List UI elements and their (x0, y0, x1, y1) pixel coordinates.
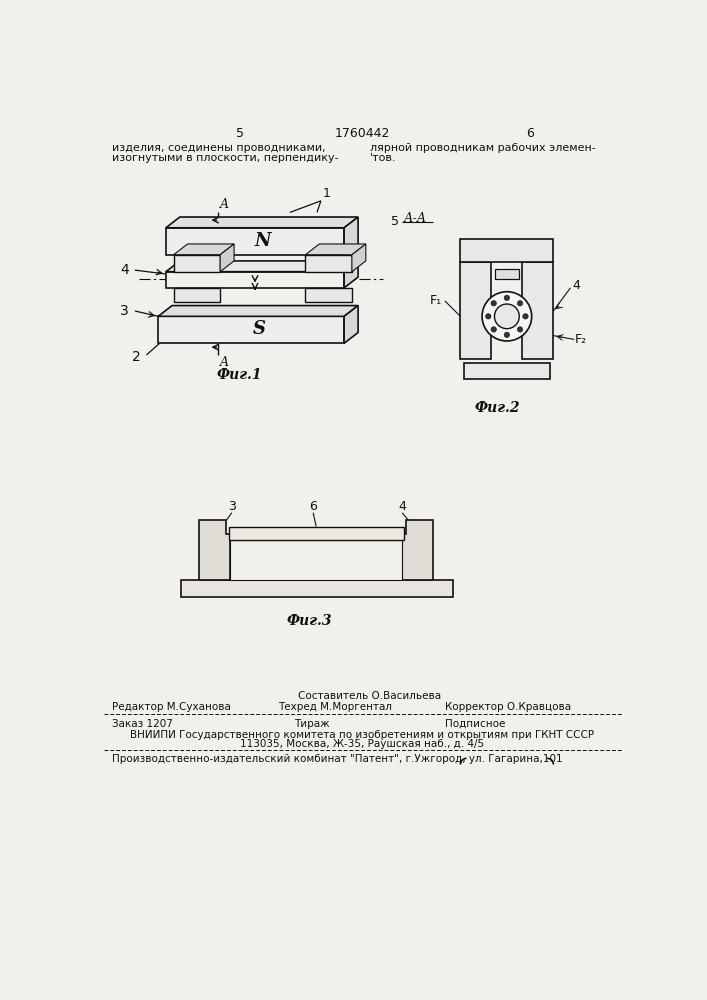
Polygon shape (158, 306, 358, 316)
Text: A: A (220, 356, 229, 369)
Circle shape (504, 295, 510, 301)
Text: 4: 4 (398, 500, 407, 513)
Polygon shape (228, 527, 404, 540)
Text: Фиг.3: Фиг.3 (286, 614, 332, 628)
Polygon shape (495, 269, 518, 279)
Polygon shape (402, 520, 433, 580)
Circle shape (504, 332, 510, 338)
Text: 'тов.: 'тов. (370, 153, 396, 163)
Circle shape (522, 314, 528, 319)
Text: Редактор М.Суханова: Редактор М.Суханова (112, 702, 230, 712)
Circle shape (518, 301, 522, 306)
Text: А-А: А-А (404, 212, 427, 225)
Polygon shape (174, 288, 220, 302)
Circle shape (518, 327, 522, 332)
Polygon shape (460, 262, 491, 359)
Polygon shape (344, 217, 358, 255)
Circle shape (491, 301, 496, 306)
Text: 4: 4 (120, 263, 129, 277)
Polygon shape (166, 217, 358, 228)
Polygon shape (352, 244, 366, 272)
Text: Корректор О.Кравцова: Корректор О.Кравцова (445, 702, 571, 712)
Circle shape (491, 327, 496, 332)
Polygon shape (522, 262, 554, 359)
Polygon shape (464, 363, 549, 379)
Polygon shape (305, 255, 352, 272)
Text: 2: 2 (132, 350, 141, 364)
Text: изогнутыми в плоскости, перпендику-: изогнутыми в плоскости, перпендику- (112, 153, 338, 163)
Text: F₁: F₁ (430, 294, 442, 307)
Polygon shape (344, 261, 358, 288)
Text: 3: 3 (120, 304, 129, 318)
Polygon shape (174, 255, 220, 272)
Text: ВНИИПИ Государственного комитета по изобретениям и открытиям при ГКНТ СССР: ВНИИПИ Государственного комитета по изоб… (130, 730, 594, 740)
Polygon shape (199, 520, 230, 580)
Text: Заказ 1207: Заказ 1207 (112, 719, 173, 729)
Text: 1760442: 1760442 (334, 127, 390, 140)
Polygon shape (305, 288, 352, 302)
Text: S: S (502, 364, 512, 378)
Text: 5: 5 (235, 127, 243, 140)
Text: N: N (255, 232, 271, 250)
Text: 6: 6 (309, 500, 317, 513)
Text: 6: 6 (526, 127, 534, 140)
Text: 113035, Москва, Ж-35, Раушская наб., д. 4/5: 113035, Москва, Ж-35, Раушская наб., д. … (240, 739, 484, 749)
Polygon shape (460, 239, 554, 262)
Polygon shape (305, 244, 366, 255)
Circle shape (494, 304, 519, 329)
Text: N: N (500, 244, 514, 258)
Text: лярной проводникам рабочих элемен-: лярной проводникам рабочих элемен- (370, 143, 595, 153)
Text: Техред М.Моргентал: Техред М.Моргентал (279, 702, 392, 712)
Text: 5: 5 (391, 215, 399, 228)
Text: 4: 4 (573, 279, 580, 292)
Text: F₂: F₂ (574, 333, 587, 346)
Circle shape (482, 292, 532, 341)
Text: 1: 1 (322, 187, 330, 200)
Polygon shape (220, 244, 234, 272)
Text: S: S (252, 320, 265, 338)
Polygon shape (230, 540, 402, 580)
Text: Составитель О.Васильева: Составитель О.Васильева (298, 691, 440, 701)
Polygon shape (182, 580, 452, 597)
Text: A: A (220, 198, 229, 211)
Text: Фиг.1: Фиг.1 (217, 368, 262, 382)
Circle shape (486, 314, 491, 319)
Text: Фиг.2: Фиг.2 (475, 401, 520, 415)
Text: Производственно-издательский комбинат "Патент", г.Ужгород, ул. Гагарина,101: Производственно-издательский комбинат "П… (112, 754, 562, 764)
Text: Тираж: Тираж (293, 719, 329, 729)
Polygon shape (166, 261, 358, 272)
Polygon shape (158, 316, 344, 343)
Text: 3: 3 (228, 500, 235, 513)
Text: Подписное: Подписное (445, 719, 506, 729)
Polygon shape (344, 306, 358, 343)
Polygon shape (174, 244, 234, 255)
Polygon shape (166, 228, 344, 255)
Text: изделия, соединены проводниками,: изделия, соединены проводниками, (112, 143, 325, 153)
Polygon shape (166, 272, 344, 288)
